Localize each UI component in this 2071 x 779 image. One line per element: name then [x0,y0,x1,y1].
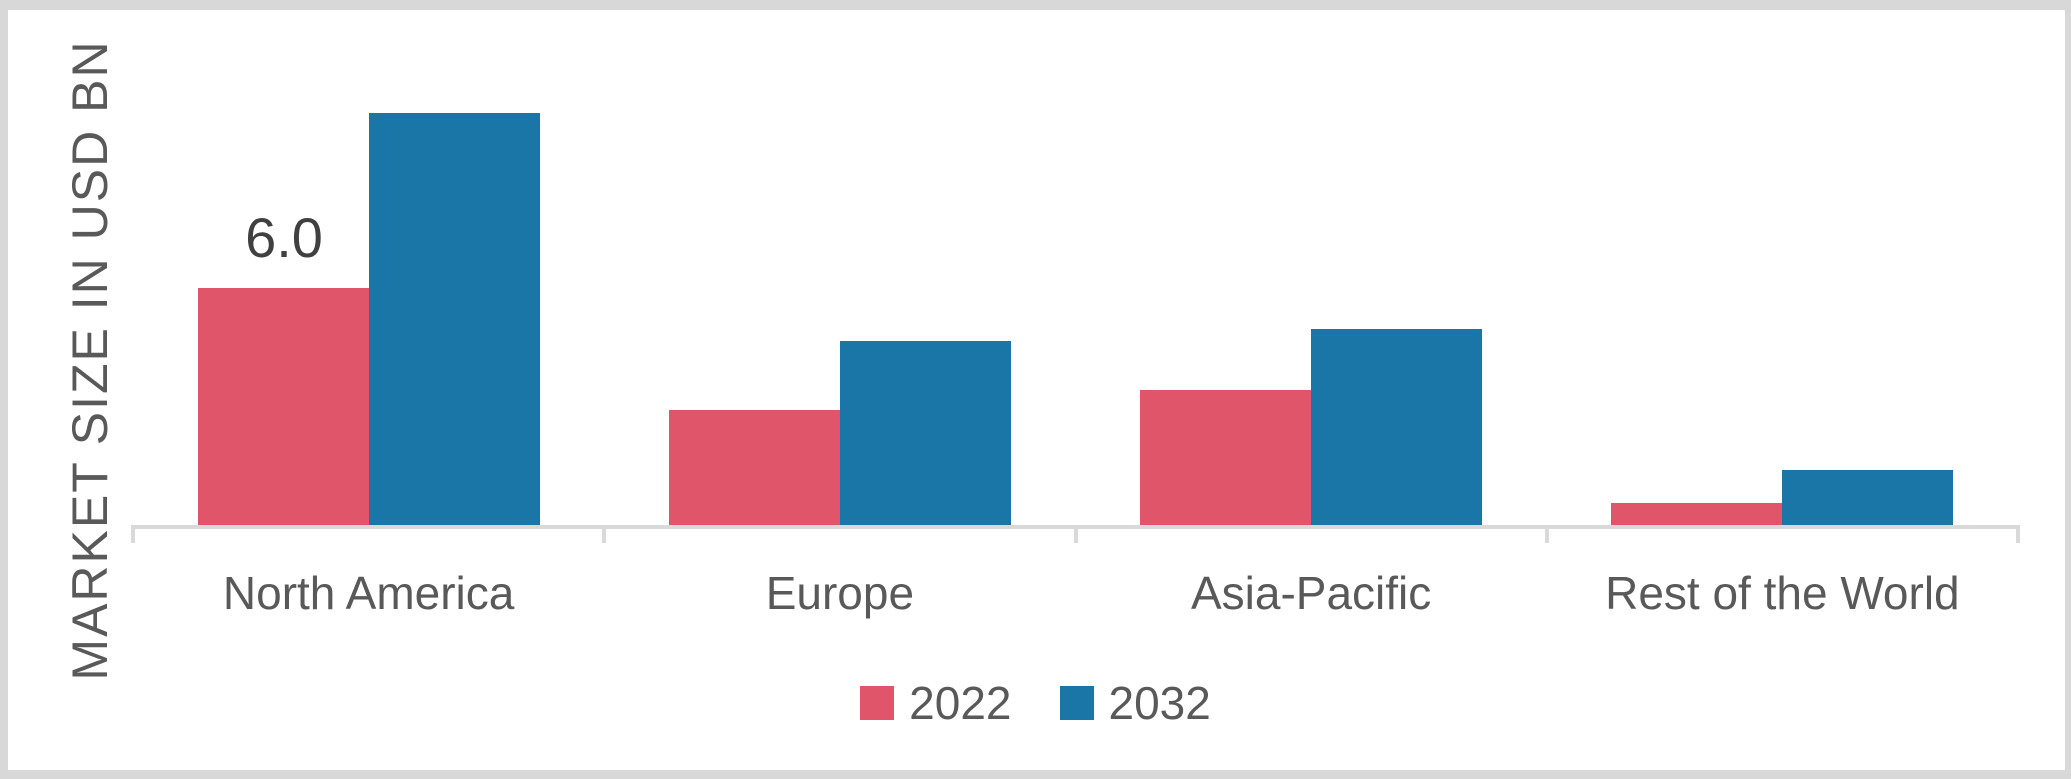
x-axis-label-north-america: North America [222,567,515,619]
x-axis-tick [131,525,135,543]
x-axis-label-europe: Europe [765,567,915,619]
legend-label-2022: 2022 [909,677,1012,729]
x-axis-label-asia-pacific: Asia-Pacific [1190,567,1432,619]
bar-2022-rest-of-the-world [1611,503,1783,525]
bar-2022-north-america [197,288,369,525]
bar-2022-asia-pacific [1140,390,1312,525]
bar-2032-north-america [368,113,540,525]
legend: 2022 2032 [0,676,2071,730]
bar-2032-asia-pacific [1311,329,1483,525]
x-axis-tick [2016,525,2020,543]
bar-2022-europe [668,410,840,525]
na-2022-data-label: 6.0 [245,206,323,269]
bar-2032-europe [839,341,1011,525]
legend-label-2032: 2032 [1108,677,1211,729]
legend-swatch-2032 [1059,686,1094,720]
x-axis-tick [602,525,607,543]
legend-item-2022: 2022 [860,676,1012,730]
bar-2032-rest-of-the-world [1782,470,1954,525]
x-axis-tick [1073,525,1078,543]
x-axis-label-rest-of-the-world: Rest of the World [1605,567,1960,619]
x-axis-tick [1544,525,1549,543]
legend-item-2032: 2032 [1059,676,1211,730]
legend-swatch-2022 [860,686,895,720]
